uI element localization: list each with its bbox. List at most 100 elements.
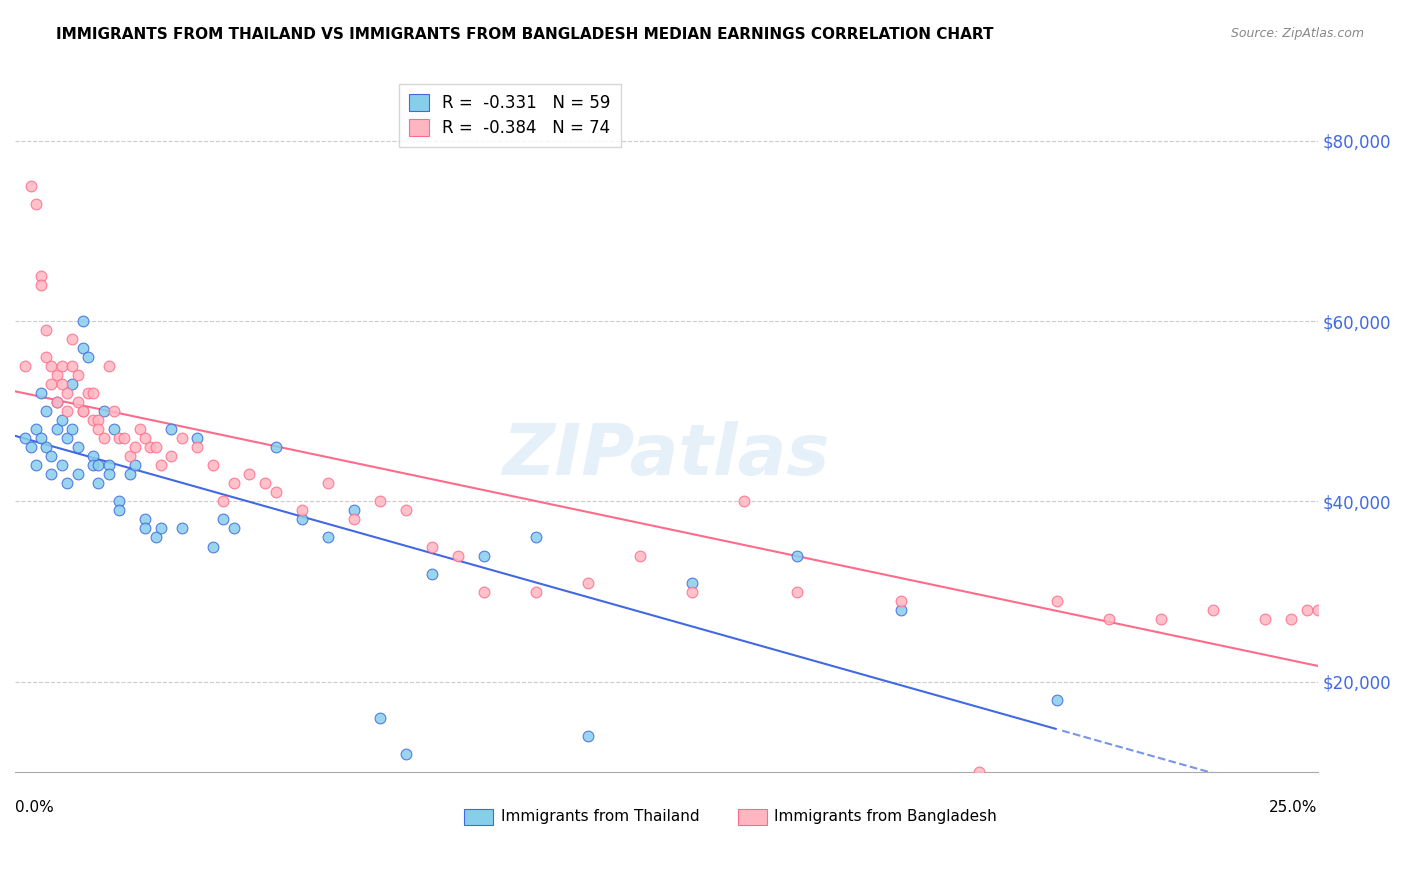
Point [1046,593,1069,607]
Point [420,566,443,581]
Text: 0.0%: 0.0% [15,800,53,815]
Point [20,178,42,193]
Point [160,422,183,436]
Point [103,422,125,436]
Point [77,350,100,364]
Point [66,368,89,383]
Point [786,584,808,599]
Point [420,540,443,554]
Point [890,602,912,616]
Point [733,494,755,508]
Point [890,593,912,607]
Point [129,422,152,436]
Point [97,458,120,473]
Point [60,332,83,346]
Point [118,467,141,482]
Point [524,531,547,545]
Point [30,277,52,292]
Point [170,521,193,535]
Point [108,431,131,445]
Point [576,575,599,590]
Point [14,359,37,373]
Point [212,494,235,508]
Point [447,549,470,563]
Point [97,359,120,373]
Point [1316,612,1339,626]
Point [51,413,73,427]
Point [628,549,651,563]
Point [212,512,235,526]
Point [72,404,94,418]
Point [124,440,146,454]
Point [87,458,110,473]
Text: Immigrants from Bangladesh: Immigrants from Bangladesh [775,809,997,824]
Point [24,458,46,473]
Point [14,431,37,445]
Legend: R =  -0.331   N = 59, R =  -0.384   N = 74: R = -0.331 N = 59, R = -0.384 N = 74 [399,84,621,147]
Point [108,503,131,517]
Point [56,431,79,445]
Point [72,341,94,355]
Point [134,512,156,526]
Point [51,359,73,373]
Point [97,467,120,482]
Point [56,386,79,401]
Point [82,458,104,473]
Point [51,458,73,473]
Point [145,531,167,545]
Point [264,485,287,500]
Point [343,512,366,526]
Point [290,503,312,517]
Point [316,531,339,545]
Point [87,413,110,427]
Text: Immigrants from Thailand: Immigrants from Thailand [501,809,699,824]
Point [24,422,46,436]
Point [201,540,224,554]
Point [45,395,67,409]
Point [222,521,245,535]
Point [124,458,146,473]
Point [118,450,141,464]
Point [316,476,339,491]
Point [35,440,58,454]
Point [41,450,63,464]
Point [343,503,366,517]
Point [35,404,58,418]
Point [82,413,104,427]
Text: Source: ZipAtlas.com: Source: ZipAtlas.com [1230,27,1364,40]
Point [170,431,193,445]
Point [1150,612,1173,626]
Point [134,521,156,535]
Point [35,350,58,364]
Point [149,458,172,473]
Point [472,549,495,563]
Point [30,431,52,445]
Point [186,440,208,454]
Point [290,512,312,526]
Point [30,386,52,401]
Point [395,747,418,761]
Point [1306,602,1329,616]
Point [254,476,277,491]
Point [93,431,115,445]
Point [56,404,79,418]
Point [1046,693,1069,707]
Point [41,359,63,373]
Point [524,584,547,599]
Point [87,422,110,436]
FancyBboxPatch shape [464,809,494,825]
Point [45,422,67,436]
Point [82,450,104,464]
Point [681,584,703,599]
Text: IMMIGRANTS FROM THAILAND VS IMMIGRANTS FROM BANGLADESH MEDIAN EARNINGS CORRELATI: IMMIGRANTS FROM THAILAND VS IMMIGRANTS F… [56,27,994,42]
Point [264,440,287,454]
Point [1348,593,1371,607]
Point [24,196,46,211]
Point [786,549,808,563]
Point [66,440,89,454]
FancyBboxPatch shape [738,809,766,825]
Point [112,431,135,445]
Point [45,368,67,383]
Point [576,729,599,743]
Point [72,404,94,418]
